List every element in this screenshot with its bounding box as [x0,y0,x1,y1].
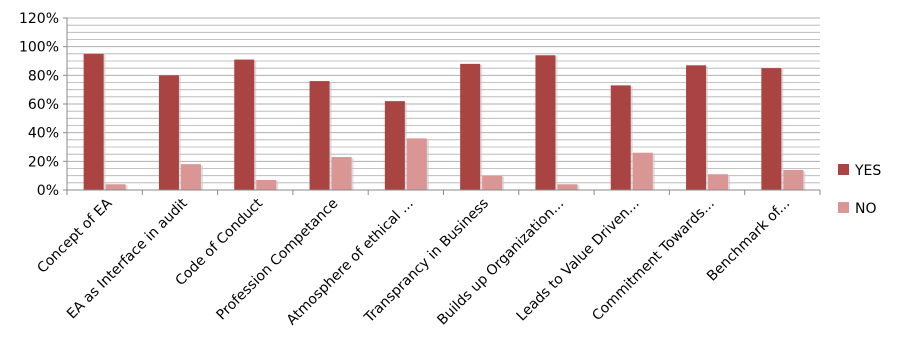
bar-yes [460,63,481,190]
x-tick-label: Atmosphere of ethical ... [284,196,417,329]
bar-yes [309,81,330,190]
x-tick-label: Transprancy in Business [361,196,492,327]
bar-no [406,138,427,190]
legend-label-no: NO [855,201,877,217]
bar-no [482,175,503,190]
x-tick-label: Concept of EA [34,195,115,276]
bars [83,53,806,191]
bar-yes [535,55,556,191]
bar-no [180,164,201,190]
y-tick-label: 80% [28,68,59,84]
y-axis: 0% 20% 40% 60% 80% 100% 120% [19,11,68,199]
bar-no [783,169,804,190]
y-tick-label: 40% [28,126,59,142]
bar-no [331,157,352,190]
legend: YES NO [838,163,881,217]
bar-yes [384,101,405,190]
x-tick-label: Commitment Towards... [589,196,718,325]
x-tick-label: Benchmark of... [704,196,793,285]
bar-yes [234,59,255,190]
x-tick-label: Builds up Organization... [434,196,567,329]
bar-yes [83,53,104,191]
legend-swatch-no [838,202,849,213]
bar-yes [610,85,631,190]
y-tick-label: 100% [19,40,59,56]
x-tick-label: Leads to Value Driven... [514,196,643,325]
bar-no [708,174,729,190]
y-tick-label: 20% [28,154,59,170]
bar-no [105,184,126,190]
y-tick-label: 0% [37,183,59,199]
bar-yes [158,75,179,190]
bar-yes [686,65,707,190]
legend-label-yes: YES [854,163,881,179]
y-tick-label: 60% [28,97,59,113]
x-tick-label: EA as Interface in audit [64,195,191,322]
legend-swatch-yes [838,164,849,175]
x-tick-label: Profession Competance [213,196,341,324]
y-tick-label: 120% [19,11,59,27]
bar-no [256,179,277,190]
bar-no [557,184,578,190]
bar-no [632,152,653,190]
bar-yes [761,68,782,190]
